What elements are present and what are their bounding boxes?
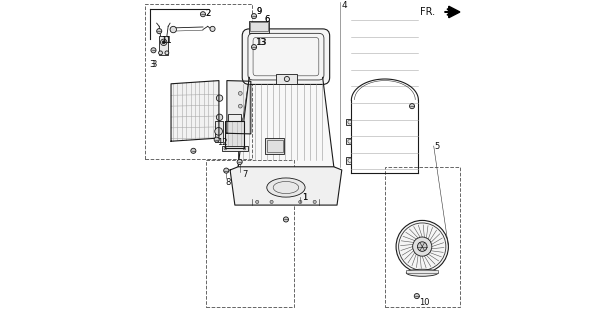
Circle shape <box>299 200 302 204</box>
Circle shape <box>251 44 257 50</box>
Ellipse shape <box>406 269 438 276</box>
Polygon shape <box>171 81 219 141</box>
Circle shape <box>284 76 290 82</box>
Circle shape <box>165 51 169 55</box>
Polygon shape <box>227 81 251 134</box>
Bar <box>249 20 270 33</box>
Circle shape <box>151 48 156 53</box>
FancyBboxPatch shape <box>242 29 330 84</box>
Text: 12: 12 <box>217 138 227 147</box>
Bar <box>159 36 168 55</box>
Bar <box>345 119 351 125</box>
Text: 8: 8 <box>225 178 231 187</box>
Text: 2: 2 <box>205 9 211 18</box>
Circle shape <box>239 104 242 108</box>
Circle shape <box>410 104 415 109</box>
Circle shape <box>216 114 223 121</box>
Text: 1: 1 <box>302 193 307 202</box>
Circle shape <box>215 128 222 135</box>
Text: 7: 7 <box>242 170 247 179</box>
Circle shape <box>256 200 259 204</box>
Text: 13: 13 <box>255 38 266 47</box>
Circle shape <box>216 95 223 101</box>
Bar <box>267 140 283 152</box>
Polygon shape <box>225 121 245 148</box>
Polygon shape <box>238 77 334 167</box>
Text: 6: 6 <box>265 15 270 24</box>
Text: FR.: FR. <box>420 7 435 17</box>
Circle shape <box>158 51 163 55</box>
Circle shape <box>157 28 162 34</box>
Bar <box>206 160 294 307</box>
Circle shape <box>237 159 242 164</box>
Bar <box>228 114 241 121</box>
Circle shape <box>160 39 167 45</box>
Circle shape <box>396 220 449 273</box>
Text: 10: 10 <box>419 298 430 307</box>
Circle shape <box>214 137 219 142</box>
Text: 11: 11 <box>161 36 172 45</box>
Bar <box>146 4 253 159</box>
Circle shape <box>200 12 206 17</box>
Circle shape <box>239 92 242 95</box>
Text: 2: 2 <box>205 9 211 18</box>
Text: 3: 3 <box>151 60 156 69</box>
Circle shape <box>191 148 196 153</box>
Text: 6: 6 <box>265 15 270 24</box>
Text: 9: 9 <box>256 7 262 16</box>
Circle shape <box>210 26 215 31</box>
Bar <box>345 157 351 164</box>
Bar <box>250 22 268 31</box>
Circle shape <box>283 217 288 222</box>
Circle shape <box>414 293 419 299</box>
Circle shape <box>418 242 427 252</box>
Text: 9: 9 <box>256 7 262 16</box>
Circle shape <box>239 117 242 121</box>
Text: 4: 4 <box>341 1 347 10</box>
Circle shape <box>313 200 316 204</box>
Text: 3: 3 <box>150 60 155 69</box>
Bar <box>215 121 223 142</box>
Bar <box>222 146 248 151</box>
Ellipse shape <box>267 178 305 197</box>
Text: 1: 1 <box>302 193 307 202</box>
Circle shape <box>413 237 432 256</box>
Bar <box>406 269 438 273</box>
Bar <box>385 167 460 307</box>
Circle shape <box>270 200 273 204</box>
Text: 13: 13 <box>256 38 266 47</box>
Bar <box>265 138 284 154</box>
Text: 5: 5 <box>435 141 439 150</box>
Circle shape <box>162 41 165 44</box>
Circle shape <box>224 168 229 173</box>
Polygon shape <box>230 167 342 205</box>
Circle shape <box>170 26 177 33</box>
Bar <box>276 74 297 84</box>
Circle shape <box>251 13 257 19</box>
Polygon shape <box>449 6 460 18</box>
Bar <box>345 138 351 144</box>
Text: 11: 11 <box>161 36 172 45</box>
